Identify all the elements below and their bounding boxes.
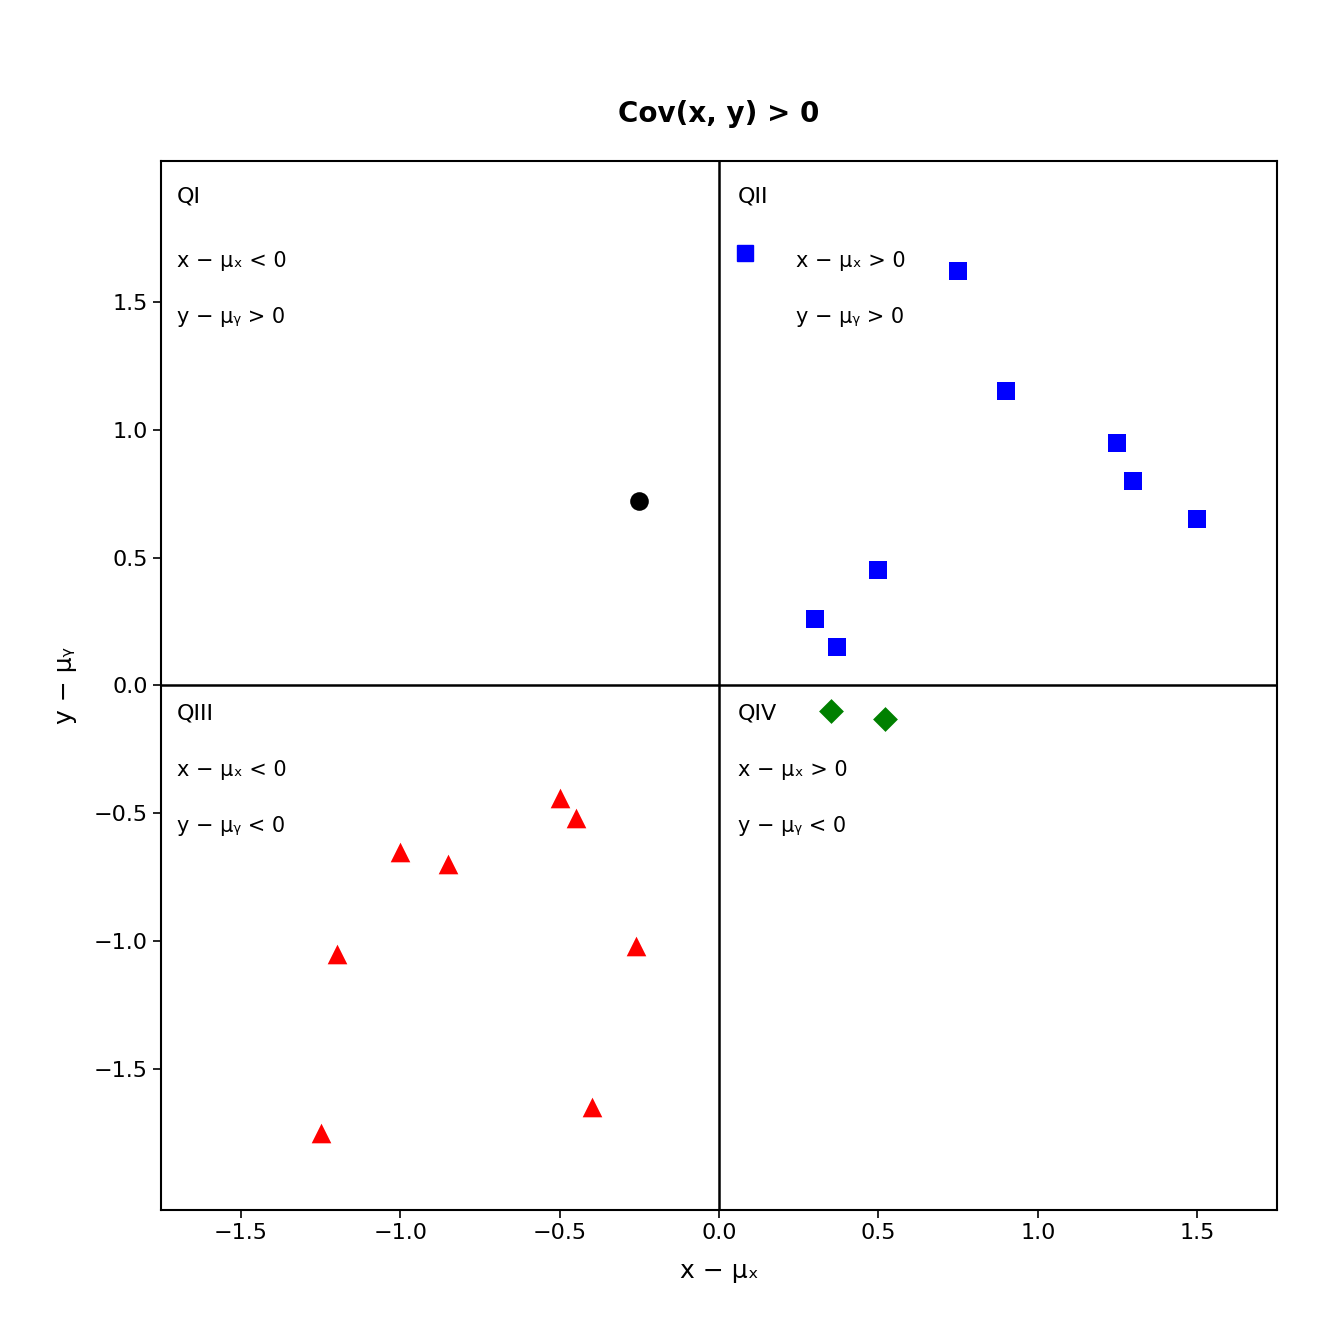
Point — [874, 708, 895, 730]
Point — [564, 808, 586, 829]
Point — [995, 380, 1016, 402]
Point — [804, 609, 825, 630]
X-axis label: x − μₓ: x − μₓ — [680, 1259, 758, 1284]
Point — [827, 636, 848, 657]
Point — [625, 935, 646, 957]
Text: QIV: QIV — [738, 703, 777, 723]
Y-axis label: y − μᵧ: y − μᵧ — [54, 646, 78, 724]
Text: y − μᵧ > 0: y − μᵧ > 0 — [796, 306, 903, 327]
Text: y − μᵧ > 0: y − μᵧ > 0 — [177, 306, 285, 327]
Text: y − μᵧ < 0: y − μᵧ < 0 — [738, 816, 847, 836]
Point — [581, 1097, 602, 1118]
Text: x − μₓ < 0: x − μₓ < 0 — [177, 251, 286, 270]
Point — [437, 853, 458, 875]
Point — [948, 261, 969, 282]
Text: x − μₓ > 0: x − μₓ > 0 — [738, 759, 848, 780]
Point — [629, 491, 650, 512]
Text: QI: QI — [177, 187, 202, 207]
Point — [548, 788, 570, 809]
Title: Cov(x, y) > 0: Cov(x, y) > 0 — [618, 101, 820, 129]
Text: x − μₓ > 0: x − μₓ > 0 — [796, 251, 905, 270]
Point — [1106, 431, 1128, 453]
Text: x − μₓ < 0: x − μₓ < 0 — [177, 759, 286, 780]
Text: QIII: QIII — [177, 703, 214, 723]
Point — [868, 559, 890, 581]
Point — [820, 700, 841, 722]
Text: QII: QII — [738, 187, 769, 207]
Text: y − μᵧ < 0: y − μᵧ < 0 — [177, 816, 285, 836]
Point — [310, 1122, 332, 1144]
Point — [1187, 508, 1208, 530]
Point — [390, 841, 411, 863]
Point — [1122, 470, 1144, 492]
Point — [325, 943, 347, 965]
